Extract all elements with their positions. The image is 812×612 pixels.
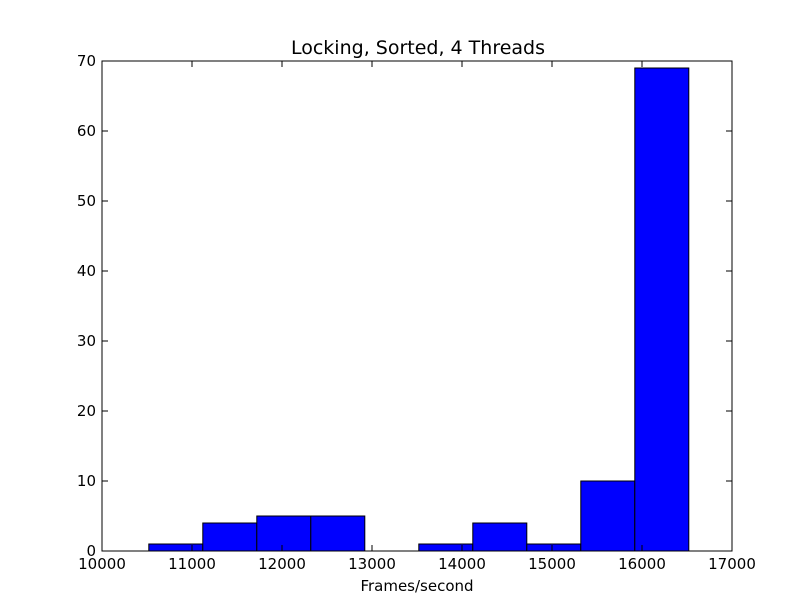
histogram-bar bbox=[418, 543, 474, 552]
histogram-bar bbox=[256, 515, 312, 552]
x-tick-label: 10000 bbox=[78, 555, 126, 573]
x-tick-label: 14000 bbox=[438, 555, 486, 573]
y-tick-label: 30 bbox=[77, 332, 96, 350]
histogram-bar bbox=[472, 522, 528, 552]
histogram-bar bbox=[580, 480, 636, 552]
chart-title: Locking, Sorted, 4 Threads bbox=[291, 37, 545, 59]
y-tick-label: 0 bbox=[86, 542, 96, 560]
y-tick-label: 60 bbox=[77, 122, 96, 140]
histogram-bar bbox=[202, 522, 258, 552]
y-tick-label: 40 bbox=[77, 262, 96, 280]
axis-ticks: 10000 11000 12000 13000 14000 15000 16000 17000… bbox=[77, 52, 756, 573]
x-tick-label: 12000 bbox=[258, 555, 306, 573]
y-tick-label: 20 bbox=[77, 402, 96, 420]
x-tick-label: 15000 bbox=[528, 555, 576, 573]
y-tick-label: 50 bbox=[77, 192, 96, 210]
plot-frame bbox=[101, 60, 733, 552]
histogram-bar bbox=[148, 543, 204, 552]
y-tick-label: 70 bbox=[77, 52, 96, 70]
histogram-bar bbox=[634, 67, 690, 552]
bars-group bbox=[148, 67, 690, 552]
x-tick-label: 11000 bbox=[168, 555, 216, 573]
y-tick-label: 10 bbox=[77, 472, 96, 490]
x-tick-label: 13000 bbox=[348, 555, 396, 573]
x-axis-label: Frames/second bbox=[360, 577, 473, 595]
x-tick-label: 16000 bbox=[618, 555, 666, 573]
histogram-bar bbox=[526, 543, 582, 552]
x-tick-label: 17000 bbox=[708, 555, 756, 573]
histogram-bar bbox=[310, 515, 366, 552]
